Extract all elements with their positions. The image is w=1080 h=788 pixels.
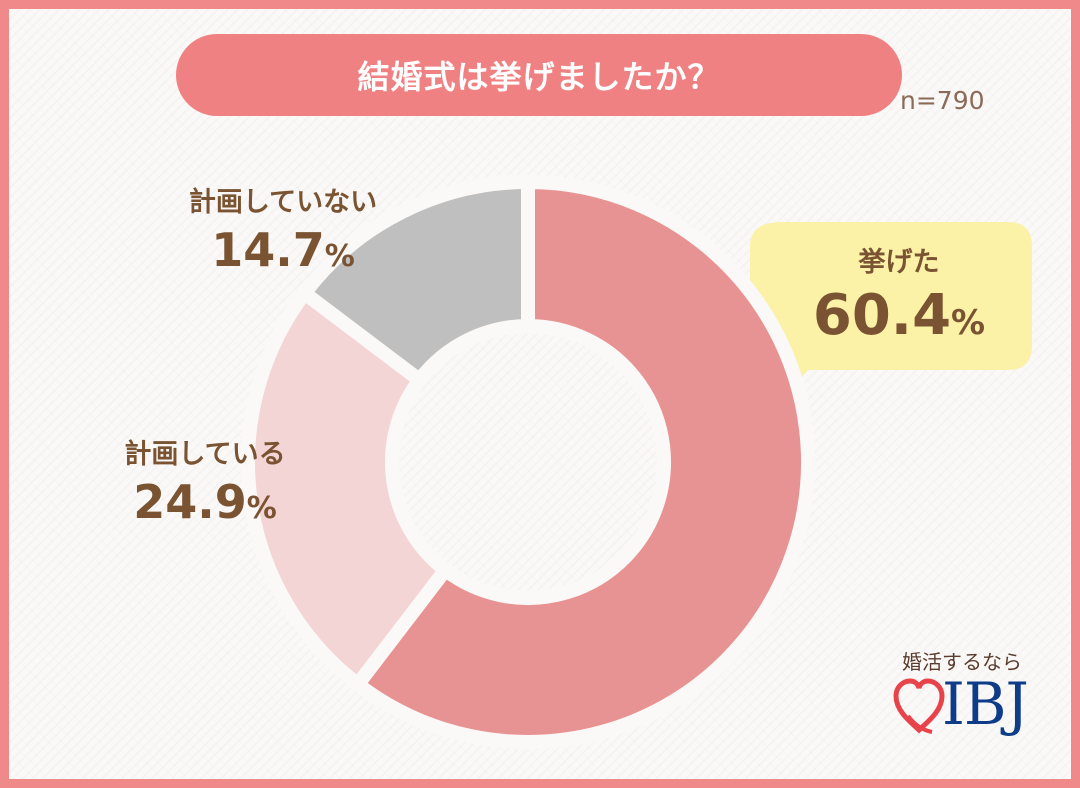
data-label-held-value: 60.4%: [812, 283, 986, 348]
data-label-planning: 計画している 24.9%: [105, 432, 305, 529]
slice-held: [347, 174, 815, 749]
chart-title-text: 結婚式は挙げましたか？: [357, 58, 721, 96]
logo-wordmark: IBJ: [942, 670, 1029, 738]
slice-planning: [241, 283, 456, 695]
slice-not-planned: [294, 174, 535, 390]
callout-bubble: [750, 222, 1032, 412]
data-label-held: 挙げた 60.4%: [776, 240, 1022, 348]
data-label-not-planned-value: 14.7%: [211, 223, 355, 277]
chart-title: 結婚式は挙げましたか？: [176, 34, 902, 116]
ibj-logo: 婚活するなら IBJ: [880, 646, 1050, 746]
data-label-planning-name: 計画している: [124, 439, 286, 470]
data-label-planning-value: 24.9%: [133, 475, 277, 529]
heart-icon: [893, 678, 945, 734]
data-label-not-planned: 計画していない 14.7%: [168, 180, 398, 277]
data-label-held-name: 挙げた: [858, 247, 940, 278]
sample-size-label: n=790: [900, 86, 985, 115]
logo-tagline: 婚活するなら: [902, 650, 1022, 674]
data-label-not-planned-name: 計画していない: [188, 187, 378, 218]
